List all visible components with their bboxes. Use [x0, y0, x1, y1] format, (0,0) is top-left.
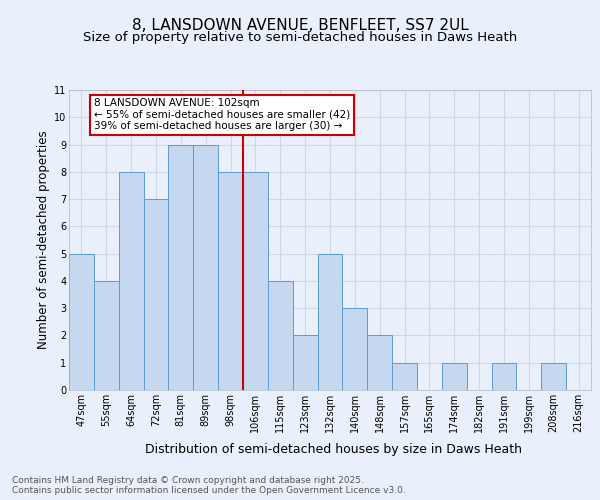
Bar [392, 362, 417, 390]
Bar [343, 308, 367, 390]
Bar [541, 362, 566, 390]
Text: 8, LANSDOWN AVENUE, BENFLEET, SS7 2UL: 8, LANSDOWN AVENUE, BENFLEET, SS7 2UL [131, 18, 469, 32]
Y-axis label: Number of semi-detached properties: Number of semi-detached properties [37, 130, 50, 350]
Bar [317, 254, 343, 390]
Bar [442, 362, 467, 390]
Bar [169, 144, 193, 390]
Text: 8 LANSDOWN AVENUE: 102sqm
← 55% of semi-detached houses are smaller (42)
39% of : 8 LANSDOWN AVENUE: 102sqm ← 55% of semi-… [94, 98, 350, 132]
Bar [268, 281, 293, 390]
Bar [94, 281, 119, 390]
Bar [293, 336, 317, 390]
Bar [491, 362, 517, 390]
Text: Size of property relative to semi-detached houses in Daws Heath: Size of property relative to semi-detach… [83, 31, 517, 44]
Bar [143, 199, 169, 390]
Text: Distribution of semi-detached houses by size in Daws Heath: Distribution of semi-detached houses by … [145, 442, 521, 456]
Text: Contains HM Land Registry data © Crown copyright and database right 2025.
Contai: Contains HM Land Registry data © Crown c… [12, 476, 406, 495]
Bar [69, 254, 94, 390]
Bar [218, 172, 243, 390]
Bar [367, 336, 392, 390]
Bar [119, 172, 143, 390]
Bar [193, 144, 218, 390]
Bar [243, 172, 268, 390]
